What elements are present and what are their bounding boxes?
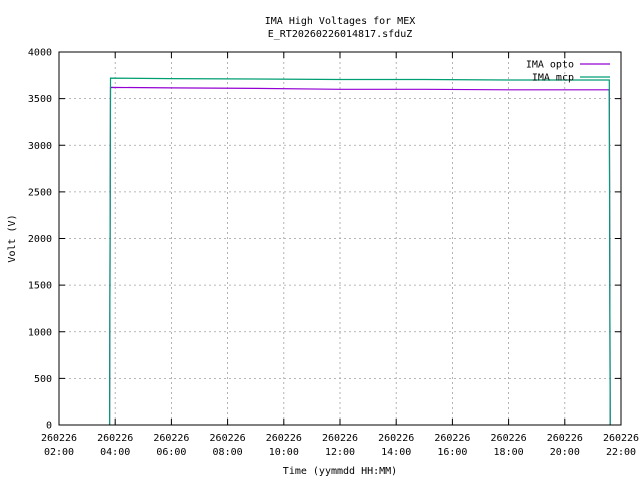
y-tick-label: 0 bbox=[46, 421, 52, 432]
x-tick-date-label: 260226 bbox=[434, 433, 470, 444]
y-tick-label: 2500 bbox=[28, 187, 52, 198]
y-tick-label: 4000 bbox=[28, 48, 52, 59]
x-tick-time-label: 18:00 bbox=[494, 447, 524, 458]
x-tick-date-label: 260226 bbox=[378, 433, 414, 444]
y-tick-label: 2000 bbox=[28, 234, 52, 245]
grid bbox=[59, 52, 621, 425]
x-tick-time-label: 20:00 bbox=[550, 447, 580, 458]
x-tick-date-label: 260226 bbox=[603, 433, 639, 444]
legend-label: IMA opto bbox=[526, 60, 574, 71]
x-tick-time-label: 12:00 bbox=[325, 447, 355, 458]
x-tick-time-label: 14:00 bbox=[381, 447, 411, 458]
y-tick-label: 3500 bbox=[28, 94, 52, 105]
x-tick-date-label: 260226 bbox=[210, 433, 246, 444]
legend: IMA opto IMA mcp bbox=[526, 60, 610, 84]
chart-subtitle: E_RT20260226014817.sfduZ bbox=[268, 29, 413, 40]
y-tick-label: 500 bbox=[34, 374, 52, 385]
x-tick-time-label: 22:00 bbox=[606, 447, 636, 458]
x-tick-time-label: 02:00 bbox=[44, 447, 74, 458]
y-tick-label: 1500 bbox=[28, 281, 52, 292]
series-layer bbox=[108, 77, 611, 426]
x-tick-date-label: 260226 bbox=[97, 433, 133, 444]
x-tick-date-label: 260226 bbox=[266, 433, 302, 444]
chart-title: IMA High Voltages for MEX bbox=[265, 16, 416, 27]
x-tick-date-label: 260226 bbox=[322, 433, 358, 444]
y-tick-label: 3000 bbox=[28, 141, 52, 152]
x-tick-time-label: 16:00 bbox=[437, 447, 467, 458]
axis-ticks: 0 500 1000 1500 2000 2500 3000 3500 4000 260226 02… bbox=[28, 48, 639, 459]
series-line-0 bbox=[108, 86, 611, 426]
x-tick-time-label: 08:00 bbox=[213, 447, 243, 458]
x-tick-date-label: 260226 bbox=[491, 433, 527, 444]
series-line-1 bbox=[109, 77, 611, 426]
x-tick-date-label: 260226 bbox=[153, 433, 189, 444]
x-tick-time-label: 10:00 bbox=[269, 447, 299, 458]
x-axis-label: Time (yymmdd HH:MM) bbox=[283, 466, 397, 477]
y-axis-label: Volt (V) bbox=[7, 214, 18, 262]
x-tick-time-label: 04:00 bbox=[100, 447, 130, 458]
x-tick-time-label: 06:00 bbox=[156, 447, 186, 458]
x-tick-date-label: 260226 bbox=[41, 433, 77, 444]
x-tick-date-label: 260226 bbox=[547, 433, 583, 444]
y-tick-label: 1000 bbox=[28, 327, 52, 338]
legend-label: IMA mcp bbox=[532, 73, 574, 84]
